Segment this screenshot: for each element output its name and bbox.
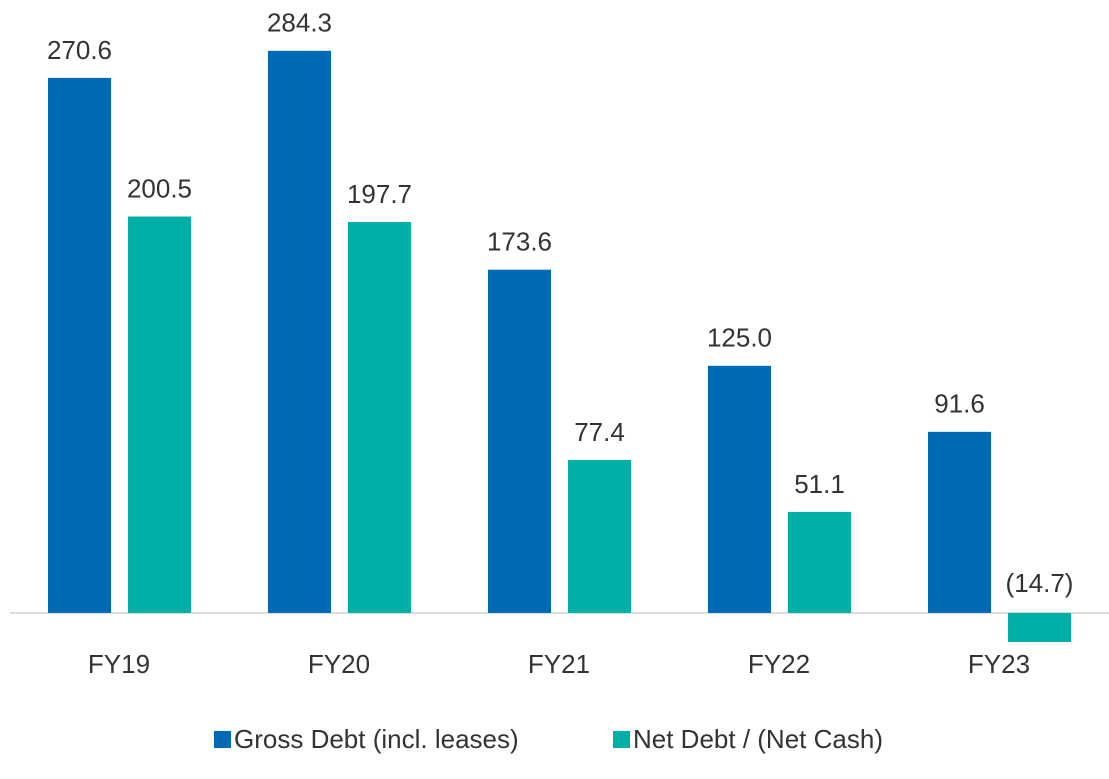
bar	[568, 459, 631, 613]
data-label: 77.4	[574, 417, 625, 447]
legend-label: Gross Debt (incl. leases)	[234, 724, 519, 754]
bar	[788, 511, 851, 613]
bar	[48, 77, 111, 613]
legend-label: Net Debt / (Net Cash)	[633, 724, 883, 754]
data-label: 125.0	[707, 323, 772, 353]
x-tick-label: FY19	[88, 649, 150, 679]
data-label: 200.5	[127, 173, 192, 203]
x-tick-label: FY22	[748, 649, 810, 679]
legend-swatch	[613, 731, 630, 748]
x-tick-label: FY23	[968, 649, 1030, 679]
bar	[708, 365, 771, 613]
bar	[268, 50, 331, 613]
data-label: 270.6	[47, 35, 112, 65]
data-label: 197.7	[347, 179, 412, 209]
data-label: 51.1	[794, 469, 845, 499]
bar	[928, 431, 991, 613]
x-tick-label: FY20	[308, 649, 370, 679]
x-tick-label: FY21	[528, 649, 590, 679]
bar	[348, 222, 411, 613]
data-label: (14.7)	[1006, 568, 1074, 598]
data-label: 91.6	[934, 389, 985, 419]
bar	[488, 269, 551, 613]
data-label: 284.3	[267, 8, 332, 38]
data-label: 173.6	[487, 227, 552, 257]
bar	[1008, 612, 1071, 643]
legend-swatch	[214, 731, 231, 748]
bar	[128, 216, 191, 613]
